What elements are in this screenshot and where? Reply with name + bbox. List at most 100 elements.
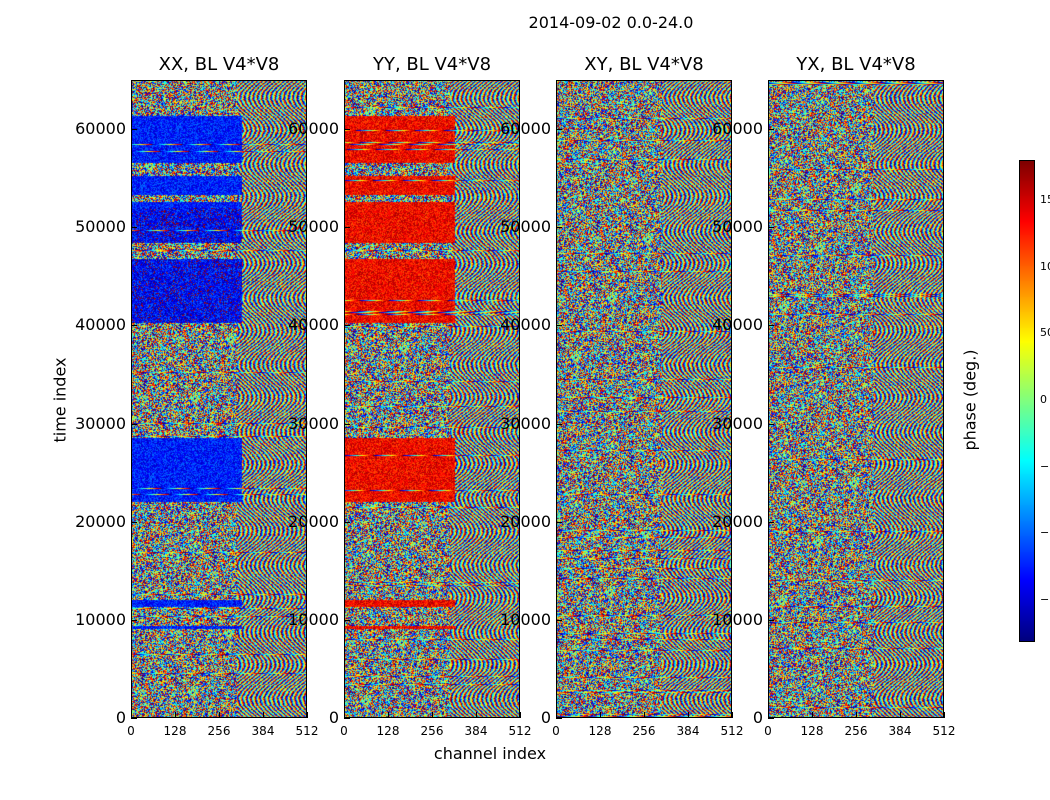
x-tick-mark xyxy=(476,712,477,718)
x-tick-mark xyxy=(520,712,521,718)
colorbar-tick-label: −50 xyxy=(1040,459,1050,473)
y-tick-label: 50000 xyxy=(500,217,551,237)
y-tick-label: 20000 xyxy=(288,511,339,531)
y-tick-label: 40000 xyxy=(712,315,763,335)
x-tick-label: 256 xyxy=(207,724,231,738)
heatmap-panel-yx: YX, BL V4*V8 xyxy=(768,54,944,718)
y-tick-mark xyxy=(344,423,350,425)
colorbar-tick-label: 150 xyxy=(1040,193,1050,206)
colorbar-tick-label: −150 xyxy=(1040,593,1050,606)
x-tick-mark xyxy=(307,712,308,718)
figure-title: 2014-09-02 0.0-24.0 xyxy=(528,13,694,32)
colorbar xyxy=(1019,160,1035,642)
y-tick-mark xyxy=(131,718,137,719)
x-tick-mark xyxy=(131,712,132,718)
x-tick-label: 384 xyxy=(251,724,275,738)
y-tick-label: 0 xyxy=(328,708,339,727)
y-tick-label: 30000 xyxy=(75,413,126,433)
x-tick-label: 384 xyxy=(464,724,488,738)
panel-title: XY, BL V4*V8 xyxy=(584,54,704,75)
heatmap-panel-xx: XX, BL V4*V8 xyxy=(131,54,307,718)
axes-frame xyxy=(768,80,944,718)
panel-title: YX, BL V4*V8 xyxy=(796,54,916,75)
colorbar-tick-label: 50 xyxy=(1040,326,1050,340)
x-tick-mark xyxy=(600,712,601,718)
x-tick-label: 0 xyxy=(552,724,560,738)
y-tick-label: 20000 xyxy=(75,511,126,531)
x-tick-mark xyxy=(432,712,433,718)
x-tick-label: 0 xyxy=(764,724,772,738)
heatmap-image xyxy=(768,80,944,718)
x-tick-mark xyxy=(388,712,389,718)
y-tick-label: 30000 xyxy=(288,413,339,433)
y-tick-label: 40000 xyxy=(500,315,551,335)
x-tick-label: 0 xyxy=(340,724,348,738)
colorbar-tick-label: −100 xyxy=(1040,526,1050,540)
x-tick-mark xyxy=(812,712,813,718)
x-tick-label: 384 xyxy=(676,724,700,738)
y-tick-mark xyxy=(131,521,137,523)
y-tick-mark xyxy=(131,423,137,425)
y-tick-label: 60000 xyxy=(712,119,763,139)
y-tick-mark xyxy=(131,325,137,327)
x-tick-mark xyxy=(900,712,901,718)
x-tick-label: 256 xyxy=(420,724,444,738)
y-tick-label: 30000 xyxy=(500,413,551,433)
y-tick-mark xyxy=(344,521,350,523)
y-tick-mark xyxy=(131,619,137,621)
y-tick-label: 50000 xyxy=(288,217,339,237)
x-tick-label: 512 xyxy=(508,724,532,738)
y-tick-mark xyxy=(556,718,562,719)
heatmap-image xyxy=(344,80,520,718)
x-tick-label: 512 xyxy=(720,724,744,738)
y-tick-mark xyxy=(768,129,774,131)
x-tick-mark xyxy=(344,712,345,718)
x-tick-mark xyxy=(732,712,733,718)
y-tick-label: 10000 xyxy=(500,609,551,629)
x-tick-mark xyxy=(219,712,220,718)
y-tick-mark xyxy=(556,325,562,327)
heatmap-panel-yy: YY, BL V4*V8 xyxy=(344,54,520,718)
heatmap-image xyxy=(556,80,732,718)
y-tick-label: 20000 xyxy=(712,511,763,531)
x-tick-label: 256 xyxy=(632,724,656,738)
y-tick-label: 0 xyxy=(752,708,763,727)
y-tick-label: 0 xyxy=(115,708,126,727)
y-tick-mark xyxy=(768,521,774,523)
y-tick-mark xyxy=(344,718,350,719)
x-tick-label: 512 xyxy=(295,724,319,738)
heatmap-panel-xy: XY, BL V4*V8 xyxy=(556,54,732,718)
x-tick-mark xyxy=(856,712,857,718)
x-tick-label: 256 xyxy=(844,724,868,738)
y-tick-mark xyxy=(768,325,774,327)
x-axis-label: channel index xyxy=(433,744,547,763)
y-tick-label: 60000 xyxy=(288,119,339,139)
y-tick-mark xyxy=(556,227,562,229)
panel-title: XX, BL V4*V8 xyxy=(158,54,280,75)
x-tick-mark xyxy=(175,712,176,718)
y-tick-label: 50000 xyxy=(75,217,126,237)
x-tick-mark xyxy=(688,712,689,718)
y-tick-label: 20000 xyxy=(500,511,551,531)
y-tick-mark xyxy=(344,129,350,131)
y-tick-mark xyxy=(556,521,562,523)
y-tick-label: 10000 xyxy=(75,609,126,629)
x-tick-mark xyxy=(768,712,769,718)
y-tick-label: 60000 xyxy=(75,119,126,139)
colorbar-tick-label: 100 xyxy=(1040,259,1050,273)
y-tick-label: 50000 xyxy=(712,217,763,237)
y-tick-mark xyxy=(556,423,562,425)
y-tick-label: 10000 xyxy=(288,609,339,629)
y-tick-label: 40000 xyxy=(75,315,126,335)
y-tick-mark xyxy=(768,718,774,719)
colorbar-label: phase (deg.) xyxy=(960,349,980,451)
colorbar-tick-label: 0 xyxy=(1040,393,1047,406)
x-tick-label: 384 xyxy=(888,724,912,738)
y-tick-mark xyxy=(768,227,774,229)
colorbar-gradient xyxy=(1020,161,1034,641)
heatmap-image xyxy=(131,80,307,718)
y-tick-label: 0 xyxy=(540,708,551,727)
y-tick-mark xyxy=(344,325,350,327)
x-tick-mark xyxy=(944,712,945,718)
x-tick-label: 128 xyxy=(376,724,400,738)
